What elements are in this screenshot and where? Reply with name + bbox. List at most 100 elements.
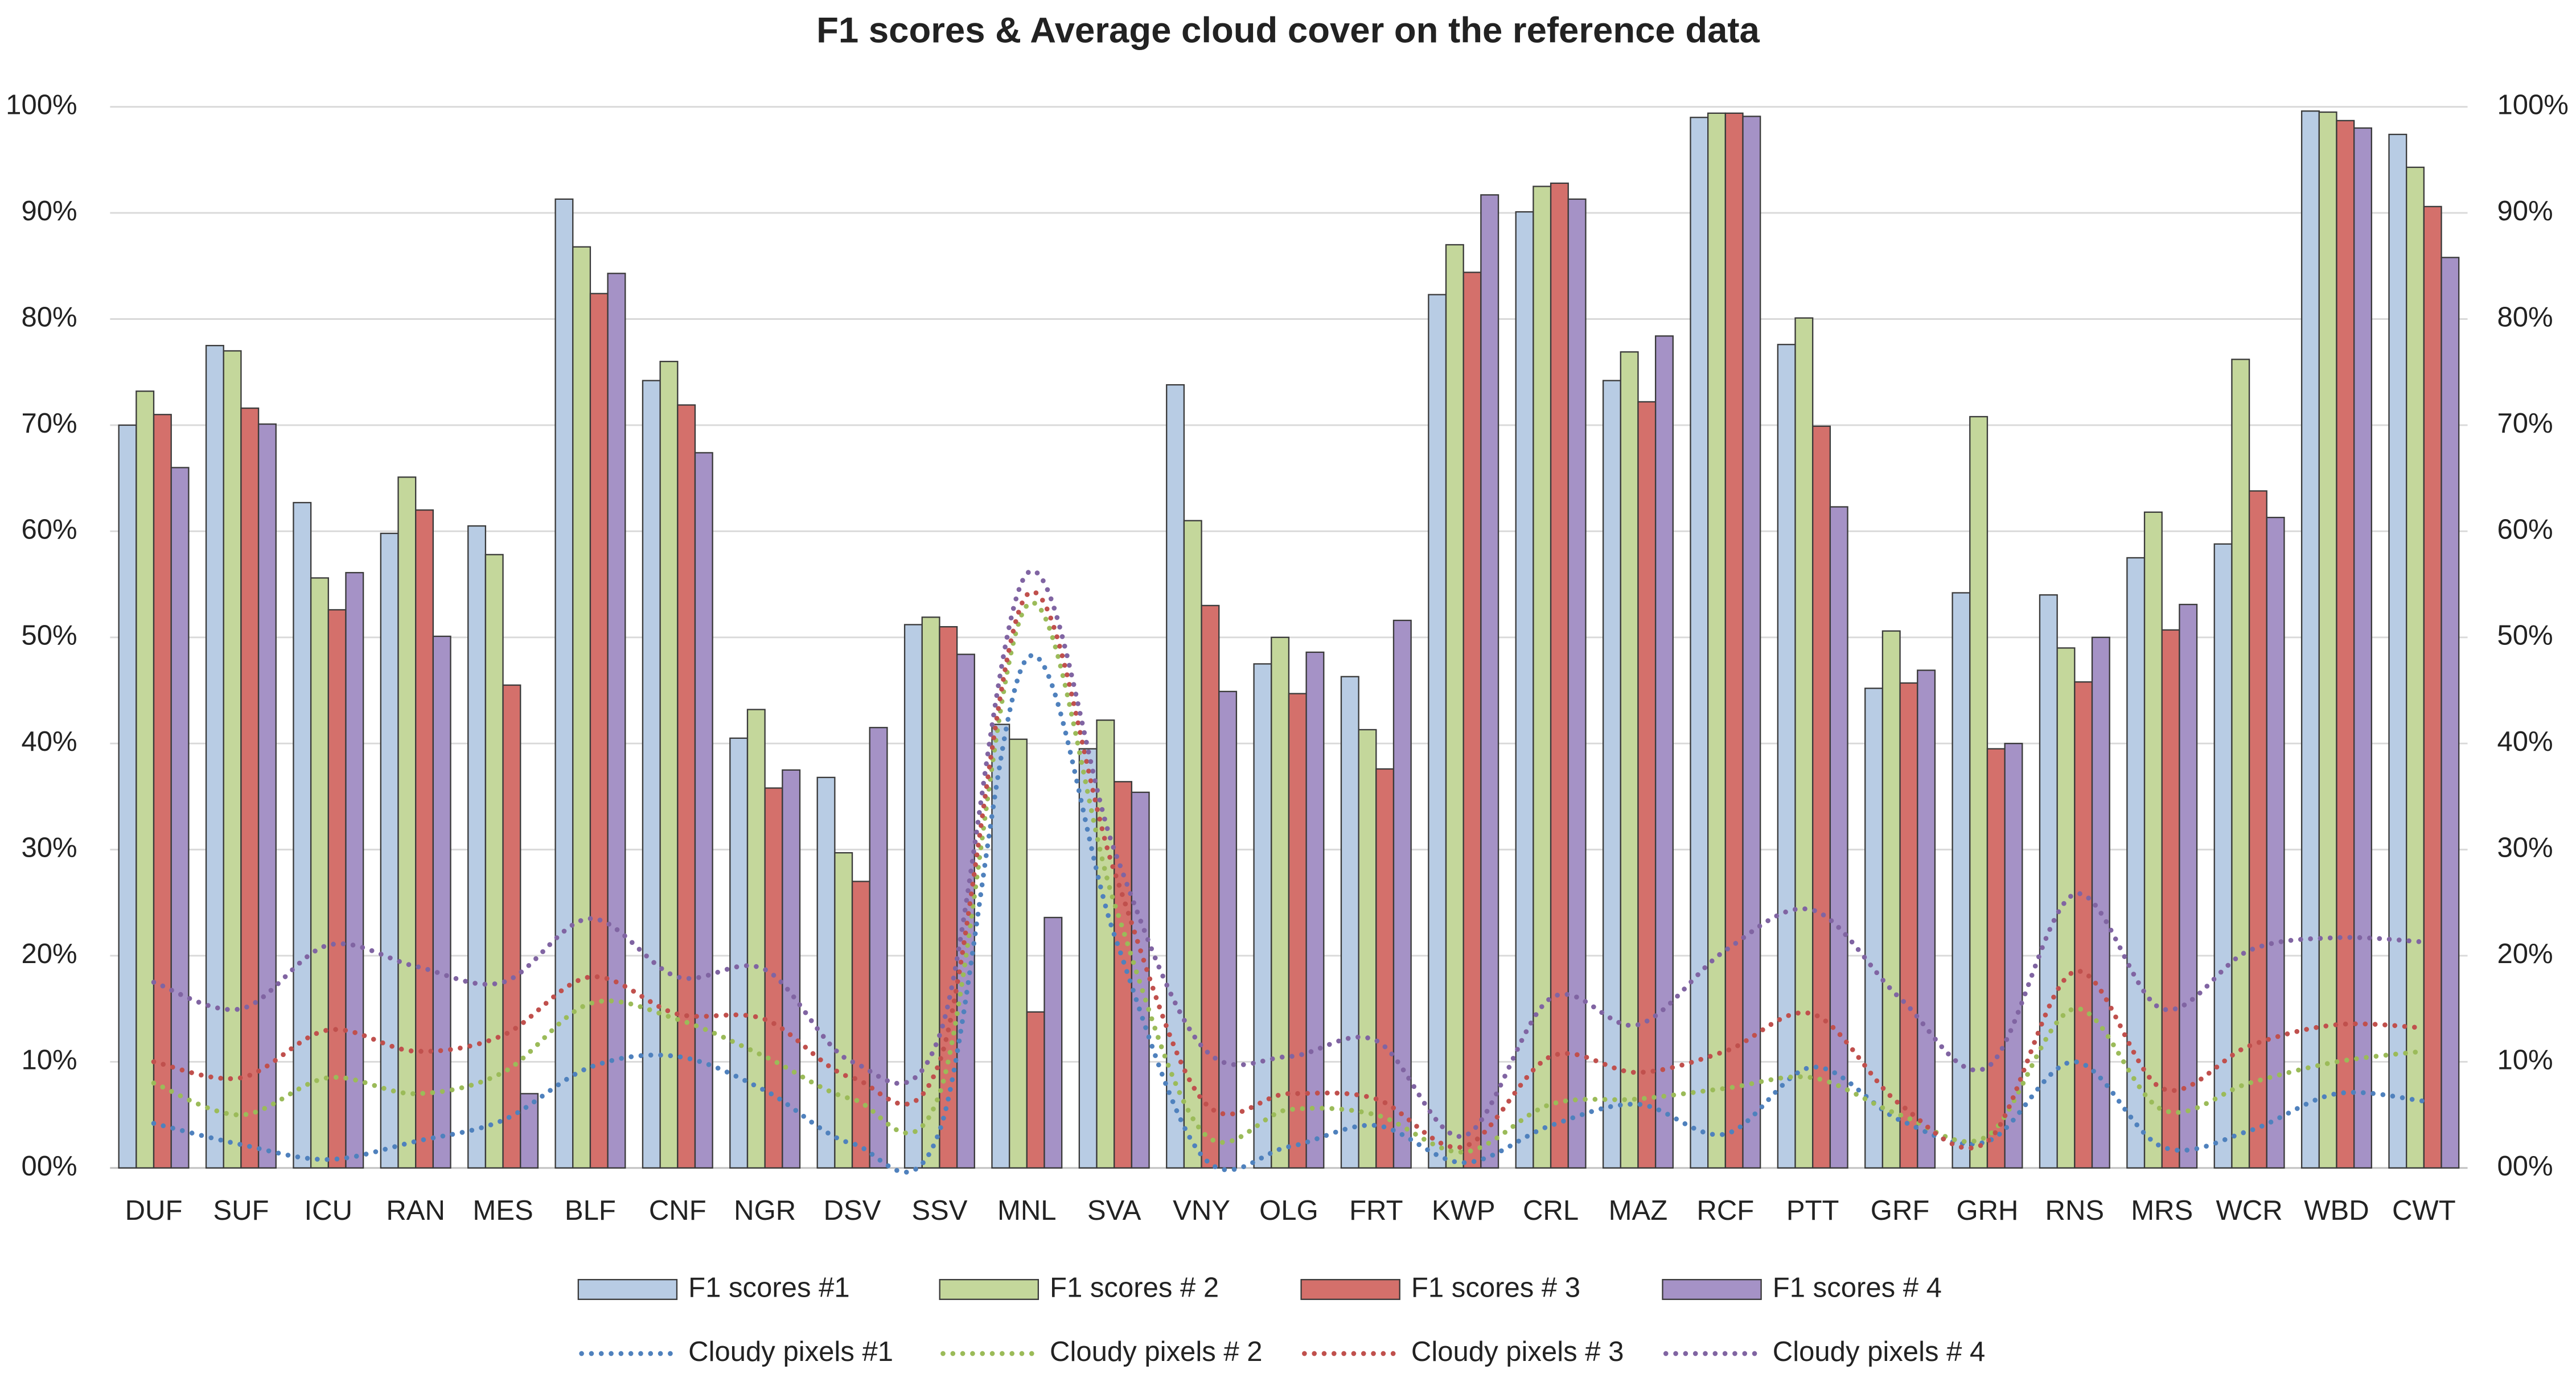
y-tick-label: 100% <box>6 90 77 121</box>
x-tick-label: WCR <box>2216 1195 2283 1226</box>
x-tick-label: MNL <box>997 1195 1057 1226</box>
legend-label: F1 scores # 2 <box>1050 1272 1219 1303</box>
bar <box>2179 603 2198 1169</box>
bar <box>746 709 766 1169</box>
bar <box>939 626 958 1169</box>
bar <box>1742 116 1761 1169</box>
x-tick-label: CWT <box>2392 1195 2456 1226</box>
bar <box>2388 133 2407 1169</box>
legend-label: F1 scores #1 <box>688 1272 850 1303</box>
y-tick-label: 50% <box>21 620 77 651</box>
bar <box>642 380 661 1169</box>
bar <box>677 404 696 1169</box>
x-tick-label: DUF <box>125 1195 183 1226</box>
bar <box>257 423 277 1169</box>
bar <box>1253 663 1272 1169</box>
x-tick-label: RCF <box>1696 1195 1754 1226</box>
bar <box>2406 166 2425 1169</box>
bar <box>869 727 888 1169</box>
bar <box>1288 693 1307 1169</box>
bar <box>502 684 521 1169</box>
bar <box>520 1093 539 1169</box>
bar <box>135 390 155 1169</box>
y2-tick-label: 50% <box>2497 620 2553 651</box>
bar <box>467 525 487 1169</box>
bar <box>205 344 224 1169</box>
bar <box>153 414 172 1169</box>
bar <box>170 467 190 1169</box>
y2-tick-label: 20% <box>2497 939 2553 969</box>
x-tick-label: MAZ <box>1609 1195 1668 1226</box>
y-tick-label: 70% <box>21 408 77 439</box>
bar <box>2441 257 2460 1169</box>
bar <box>345 571 364 1169</box>
bar <box>782 769 801 1169</box>
y-tick-label: 40% <box>21 726 77 757</box>
y2-tick-label: 10% <box>2497 1044 2553 1075</box>
bar <box>1794 317 1814 1169</box>
bar <box>1008 738 1028 1169</box>
bar <box>2423 205 2442 1169</box>
x-tick-label: GRF <box>1871 1195 1930 1226</box>
bar <box>1201 604 1220 1169</box>
bar <box>2266 516 2285 1169</box>
bar <box>223 350 242 1169</box>
legend-label: Cloudy pixels # 4 <box>1773 1336 1986 1367</box>
bar <box>2353 127 2372 1169</box>
legend-label: F1 scores # 4 <box>1773 1272 1942 1303</box>
bar <box>834 852 853 1169</box>
y-tick-label: 00% <box>21 1151 77 1182</box>
bar <box>1690 117 1709 1169</box>
bar <box>1096 719 1115 1169</box>
bar <box>118 424 137 1169</box>
bar <box>1550 182 1569 1169</box>
bar <box>2126 557 2146 1169</box>
y2-tick-label: 60% <box>2497 514 2553 545</box>
bar <box>1951 592 1971 1169</box>
x-tick-label: RNS <box>2045 1195 2105 1226</box>
bar <box>729 737 749 1169</box>
cloud-line <box>151 600 2427 1155</box>
bar <box>240 407 260 1169</box>
bar <box>2248 490 2267 1169</box>
bar <box>991 723 1010 1169</box>
x-tick-label: PTT <box>1786 1195 1839 1226</box>
bar <box>1166 384 1185 1169</box>
bar <box>397 476 417 1169</box>
bar <box>1340 676 1359 1169</box>
x-tick-label: SUF <box>213 1195 269 1226</box>
bar <box>851 881 870 1169</box>
bar <box>659 360 679 1169</box>
bar <box>1567 198 1587 1169</box>
bar <box>2143 511 2163 1169</box>
bar <box>432 635 451 1169</box>
y2-tick-label: 40% <box>2497 726 2553 757</box>
x-tick-label: DSV <box>824 1195 881 1226</box>
bar <box>2318 111 2337 1169</box>
bar <box>816 776 836 1169</box>
x-tick-label: VNY <box>1173 1195 1230 1226</box>
bar <box>764 787 783 1169</box>
x-tick-label: GRH <box>1956 1195 2018 1226</box>
bar <box>1515 211 1534 1169</box>
y-tick-label: 20% <box>21 939 77 969</box>
bar <box>1271 636 1290 1169</box>
bar <box>2213 543 2233 1169</box>
bar <box>1881 630 1901 1169</box>
legend-swatch <box>577 1278 678 1300</box>
bar <box>293 501 312 1169</box>
bar <box>1637 401 1657 1169</box>
x-tick-label: MES <box>473 1195 533 1226</box>
y2-tick-label: 00% <box>2497 1151 2553 1182</box>
y2-tick-label: 90% <box>2497 196 2553 227</box>
bar <box>1183 520 1202 1169</box>
bar <box>2074 681 2093 1169</box>
legend-label: Cloudy pixels # 3 <box>1411 1336 1624 1367</box>
x-tick-label: NGR <box>734 1195 796 1226</box>
bar <box>327 609 347 1169</box>
bar <box>1812 425 1831 1169</box>
x-tick-label: ICU <box>305 1195 352 1226</box>
y-tick-label: 10% <box>21 1044 77 1075</box>
